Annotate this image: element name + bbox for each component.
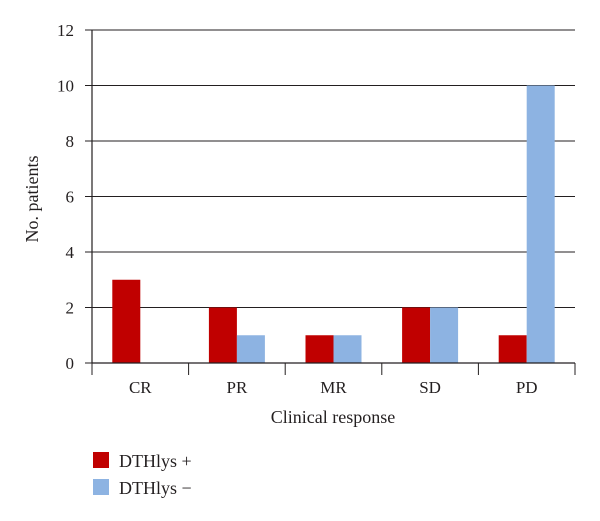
legend-swatch-dthlys-plus	[93, 452, 109, 468]
y-tick-label: 6	[66, 188, 75, 207]
x-tick-label: PD	[516, 378, 538, 397]
bar-sd-dthlys-minus	[430, 307, 459, 363]
legend: DTHlys + DTHlys −	[93, 451, 192, 498]
tick-labels: 0 2 4 6 8 10 12 CR PR MR SD PD	[57, 21, 538, 397]
y-tick-label: 0	[66, 354, 75, 373]
bar-pr-dthlys-minus	[236, 335, 265, 363]
x-tick-label: CR	[129, 378, 152, 397]
y-tick-label: 8	[66, 132, 75, 151]
x-tick-label: SD	[419, 378, 441, 397]
legend-swatch-dthlys-minus	[93, 479, 109, 495]
y-tick-label: 4	[66, 243, 75, 262]
y-axis-label: No. patients	[22, 156, 42, 243]
bar-pr-dthlys-plus	[208, 307, 237, 363]
y-tick-label: 2	[66, 299, 75, 318]
bar-mr-dthlys-minus	[333, 335, 362, 363]
x-tick-label: PR	[227, 378, 248, 397]
bar-mr-dthlys-plus	[305, 335, 334, 363]
y-tick-label: 12	[57, 21, 74, 40]
bar-sd-dthlys-plus	[402, 307, 431, 363]
bar-pd-dthlys-minus	[526, 85, 555, 363]
bars	[112, 85, 555, 363]
x-tick-label: MR	[320, 378, 347, 397]
x-axis-label: Clinical response	[271, 407, 395, 427]
bar-cr-dthlys-plus	[112, 279, 141, 363]
axes	[85, 29, 576, 375]
legend-label-dthlys-minus: DTHlys −	[119, 478, 192, 498]
legend-label-dthlys-plus: DTHlys +	[119, 451, 192, 471]
bar-pd-dthlys-plus	[498, 335, 527, 363]
y-tick-label: 10	[57, 77, 74, 96]
gridlines	[92, 29, 575, 308]
